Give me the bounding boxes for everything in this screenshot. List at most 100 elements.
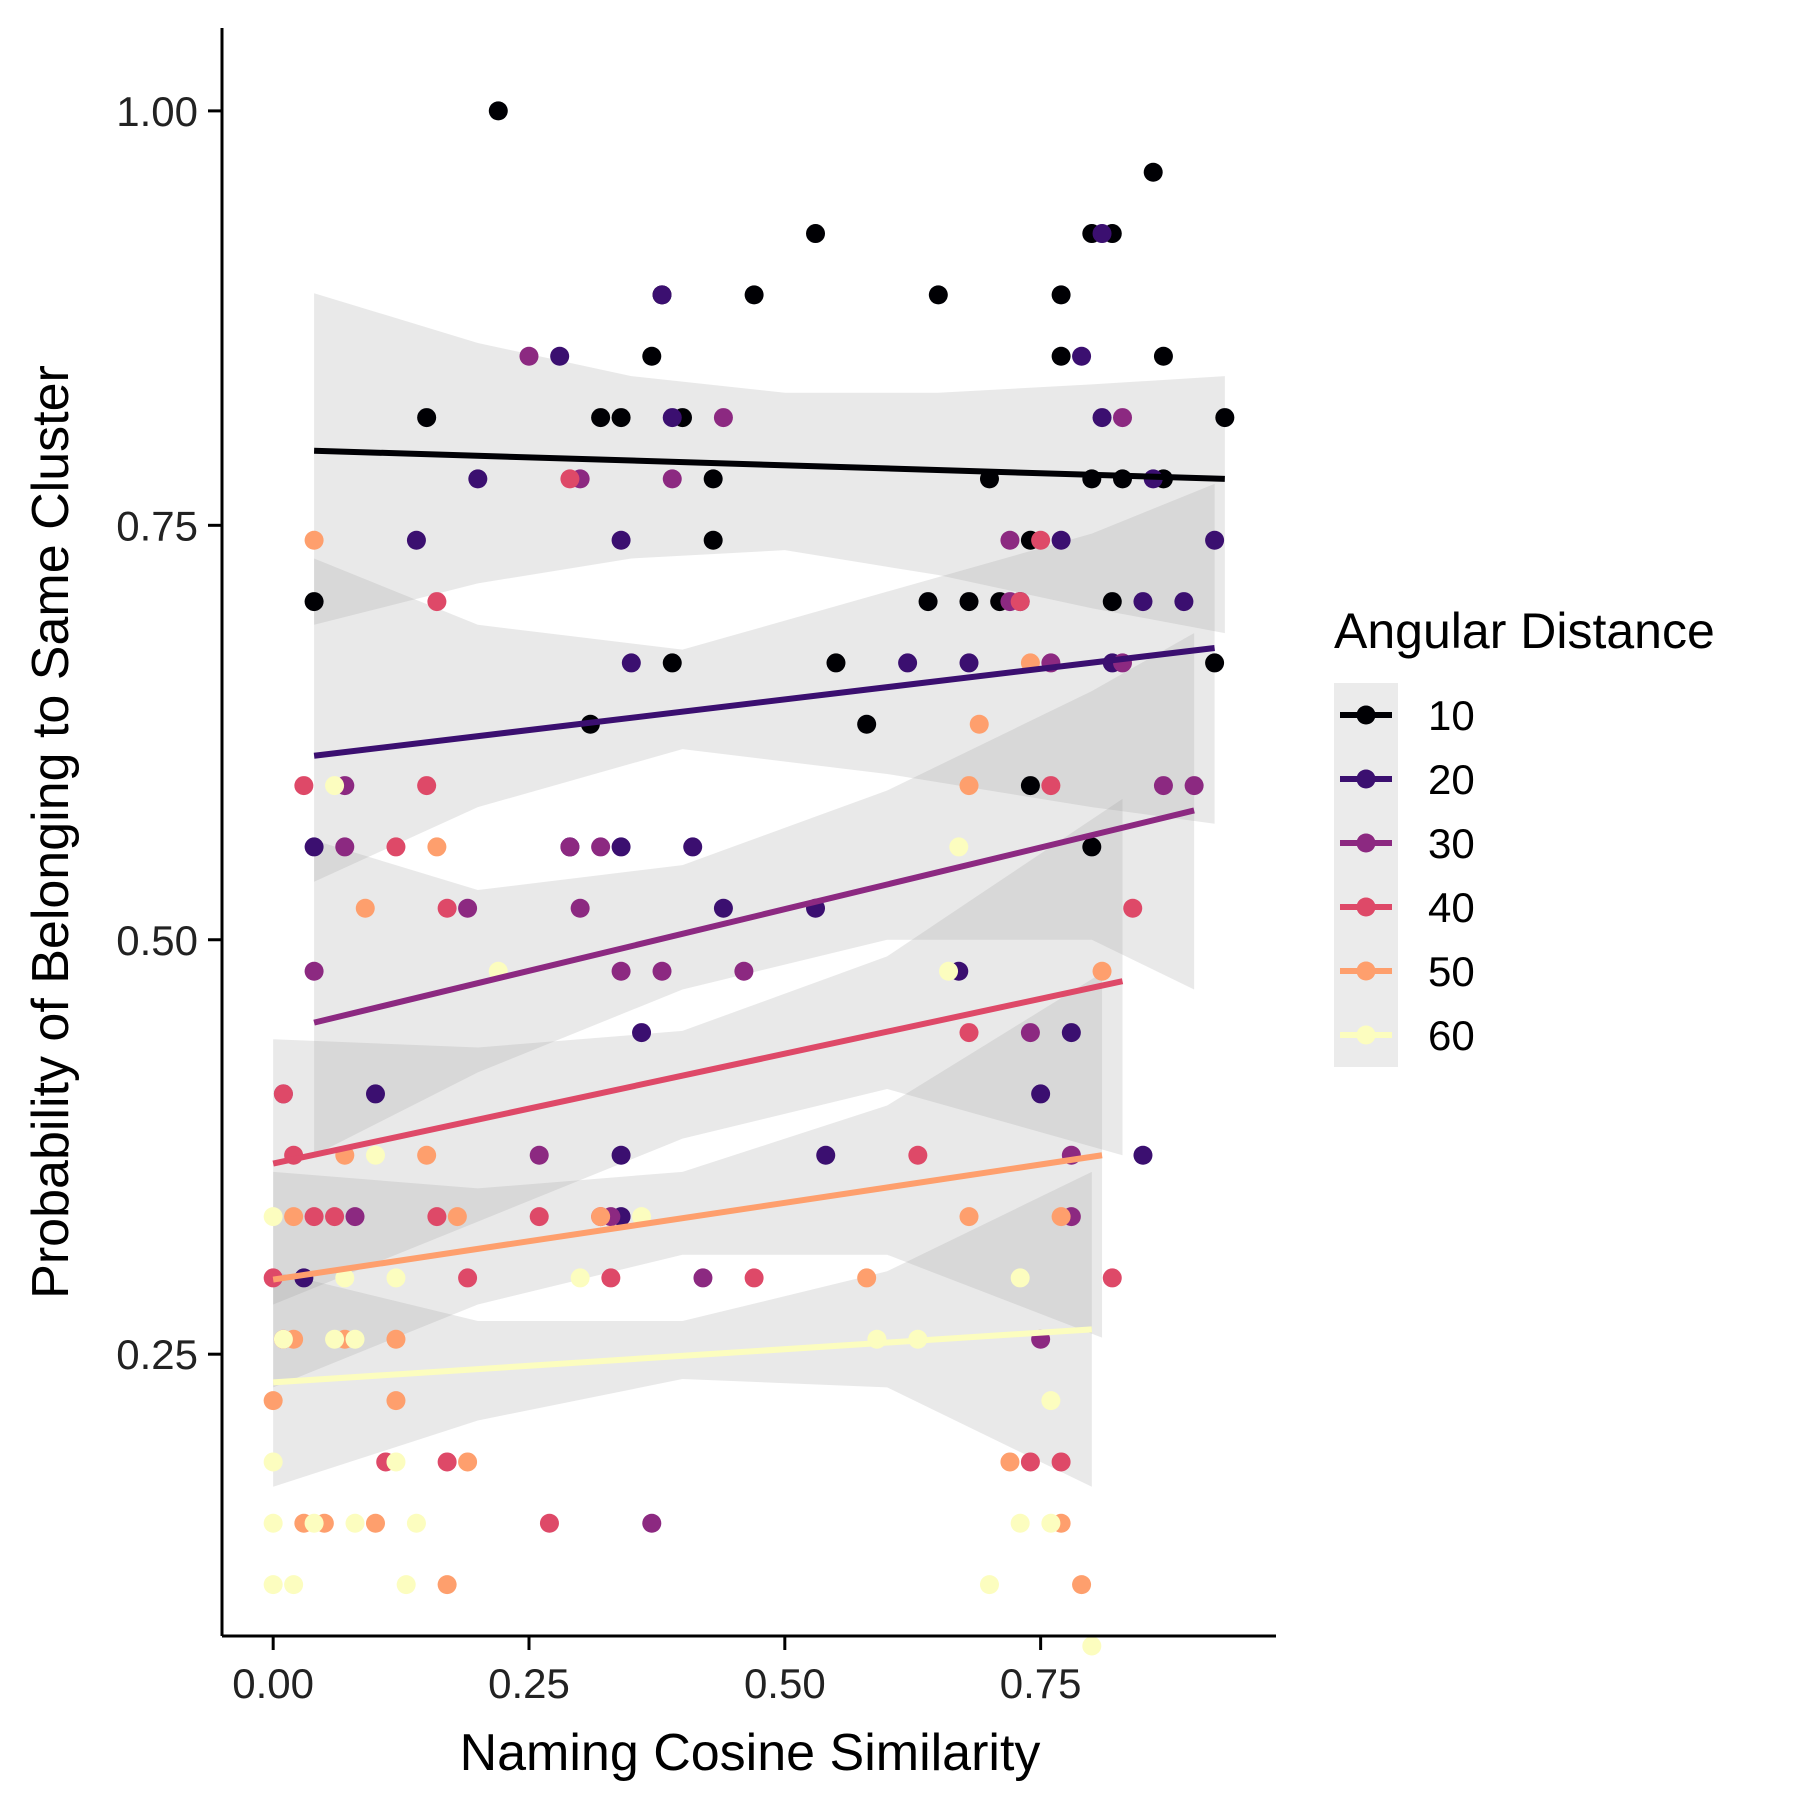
fit-line-50: [272, 1152, 1103, 1283]
point-60: [386, 1268, 406, 1288]
point-10: [1153, 346, 1173, 366]
legend-label-40: 40: [1428, 884, 1475, 931]
point-30: [335, 837, 355, 857]
point-30: [529, 1145, 549, 1165]
point-20: [365, 1084, 385, 1104]
fit-line-30: [313, 807, 1195, 1026]
point-60: [979, 1575, 999, 1595]
point-40: [1020, 1452, 1040, 1472]
point-40: [1123, 898, 1143, 918]
point-60: [1082, 1636, 1102, 1656]
point-50: [365, 1513, 385, 1533]
point-50: [1092, 961, 1112, 981]
legend-title: Angular Distance: [1334, 603, 1715, 659]
point-50: [1000, 1452, 1020, 1472]
point-20: [683, 837, 703, 857]
point-10: [417, 408, 437, 428]
point-40: [1102, 1268, 1122, 1288]
legend-dot-30: [1356, 833, 1376, 853]
point-30: [611, 961, 631, 981]
point-40: [427, 1207, 447, 1227]
point-20: [652, 285, 672, 305]
point-20: [713, 898, 733, 918]
point-20: [1133, 1145, 1153, 1165]
point-40: [458, 1268, 478, 1288]
legend-dot-10: [1356, 705, 1376, 725]
point-40: [417, 776, 437, 796]
fit-line-60: [272, 1326, 1092, 1386]
point-50: [437, 1575, 457, 1595]
point-60: [335, 1268, 355, 1288]
point-40: [1041, 776, 1061, 796]
point-20: [1133, 592, 1153, 612]
point-20: [621, 653, 641, 673]
legend: Angular Distance 10 20 30 40 50 60: [1334, 603, 1715, 1067]
point-40: [273, 1084, 293, 1104]
y-tick-label: 0.75: [116, 502, 198, 549]
point-50: [1051, 1207, 1071, 1227]
point-30: [560, 837, 580, 857]
confidence-band-40: [273, 798, 1123, 1305]
legend-label-60: 60: [1428, 1012, 1475, 1059]
point-20: [1205, 530, 1225, 550]
point-10: [304, 592, 324, 612]
point-40: [325, 1207, 345, 1227]
confidence-band-30: [314, 633, 1195, 1156]
point-30: [458, 898, 478, 918]
point-50: [1072, 1575, 1092, 1595]
point-10: [611, 408, 631, 428]
point-60: [1041, 1513, 1061, 1533]
point-20: [406, 530, 426, 550]
point-50: [386, 1329, 406, 1349]
point-10: [826, 653, 846, 673]
point-20: [611, 837, 631, 857]
point-30: [570, 898, 590, 918]
point-10: [806, 224, 826, 244]
point-60: [304, 1513, 324, 1533]
y-tick-label: 1.00: [116, 88, 198, 135]
legend-label-50: 50: [1428, 948, 1475, 995]
point-20: [1174, 592, 1194, 612]
point-50: [355, 898, 375, 918]
point-10: [1082, 837, 1102, 857]
point-50: [304, 530, 324, 550]
point-40: [959, 1023, 979, 1043]
point-10: [928, 285, 948, 305]
point-40: [744, 1268, 764, 1288]
legend-dot-60: [1356, 1025, 1376, 1045]
point-30: [693, 1268, 713, 1288]
point-40: [386, 837, 406, 857]
x-tick-label: 0.50: [744, 1660, 826, 1707]
x-axis-ticks: 0.00 0.25 0.50 0.75: [232, 1636, 1082, 1707]
point-60: [1041, 1391, 1061, 1411]
point-30: [734, 961, 754, 981]
y-axis-ticks: 0.25 0.50 0.75 1.00: [116, 88, 222, 1378]
point-50: [591, 1207, 611, 1227]
point-60: [284, 1575, 304, 1595]
point-10: [703, 469, 723, 489]
point-30: [662, 469, 682, 489]
point-50: [263, 1391, 283, 1411]
point-40: [427, 592, 447, 612]
point-30: [304, 961, 324, 981]
y-tick-label: 0.50: [116, 917, 198, 964]
point-30: [1000, 530, 1020, 550]
legend-key-background: [1334, 683, 1398, 1067]
point-50: [458, 1452, 478, 1472]
point-60: [273, 1329, 293, 1349]
point-30: [1184, 776, 1204, 796]
point-10: [1205, 653, 1225, 673]
confidence-band-50: [273, 972, 1103, 1388]
point-10: [1143, 162, 1163, 182]
point-20: [632, 1023, 652, 1043]
point-60: [1010, 1268, 1030, 1288]
point-10: [1020, 776, 1040, 796]
point-30: [591, 837, 611, 857]
point-10: [1051, 346, 1071, 366]
point-60: [396, 1575, 416, 1595]
point-60: [263, 1513, 283, 1533]
point-20: [1031, 1084, 1051, 1104]
point-20: [550, 346, 570, 366]
fit-line-10: [314, 447, 1225, 482]
